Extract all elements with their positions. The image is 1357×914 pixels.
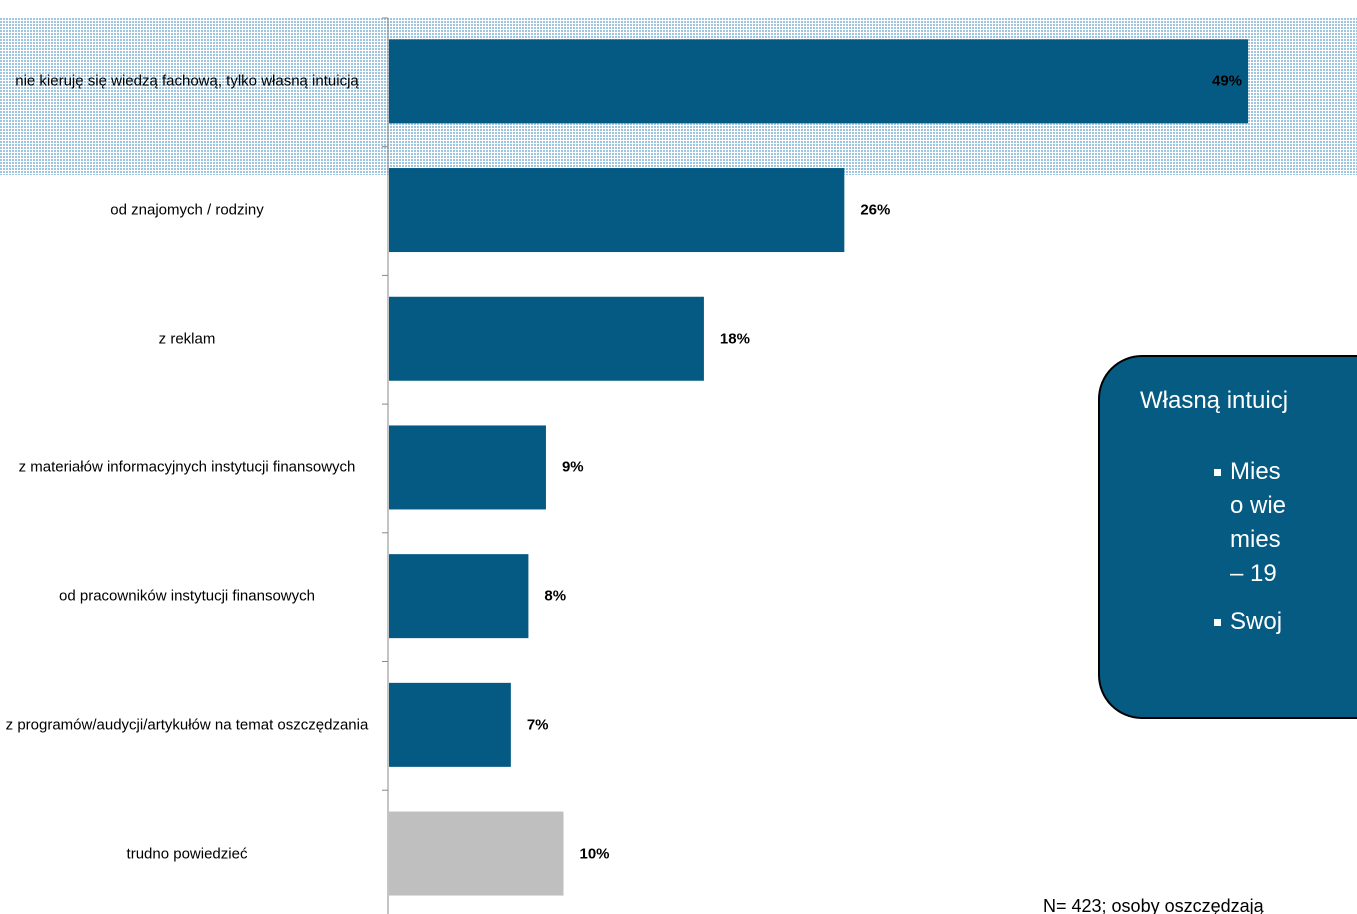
value-label: 26% bbox=[860, 201, 891, 219]
category-label: z reklam bbox=[158, 330, 216, 348]
category-label: z materiałów informacyjnych instytucji f… bbox=[18, 458, 356, 476]
category-label: z programów/audycji/artykułów na temat o… bbox=[5, 716, 369, 734]
bar bbox=[389, 39, 1248, 124]
value-label: 18% bbox=[719, 330, 750, 348]
bullet bbox=[1214, 469, 1221, 476]
value-label: 8% bbox=[544, 587, 567, 605]
callout-line: Mies bbox=[1230, 458, 1281, 485]
callout-line: mies bbox=[1230, 526, 1281, 553]
callout: Własną intuicj Mies o wie mies – 19 Swoj bbox=[1098, 355, 1357, 719]
value-label: 9% bbox=[561, 458, 584, 476]
bar bbox=[389, 554, 529, 639]
bar bbox=[389, 811, 564, 896]
category-label: nie kieruję się wiedzą fachową, tylko wł… bbox=[15, 72, 359, 90]
category-label: od pracowników instytucji finansowych bbox=[59, 587, 315, 605]
bar bbox=[389, 168, 845, 253]
bar bbox=[389, 682, 511, 767]
bar bbox=[389, 296, 704, 381]
bullet bbox=[1214, 619, 1221, 626]
value-label: 49% bbox=[1212, 72, 1243, 90]
callout-line: – 19 bbox=[1230, 560, 1277, 587]
footnote: N= 423; osoby oszczędzają bbox=[1043, 896, 1264, 914]
callout-line: o wie bbox=[1230, 492, 1287, 519]
bar bbox=[389, 425, 546, 510]
category-label: trudno powiedzieć bbox=[126, 845, 248, 863]
value-label: 10% bbox=[579, 845, 610, 863]
callout-heading: Własną intuicj bbox=[1140, 387, 1289, 414]
value-label: 7% bbox=[526, 716, 549, 734]
callout-line: Swoj bbox=[1230, 608, 1283, 635]
category-label: od znajomych / rodziny bbox=[110, 201, 264, 219]
